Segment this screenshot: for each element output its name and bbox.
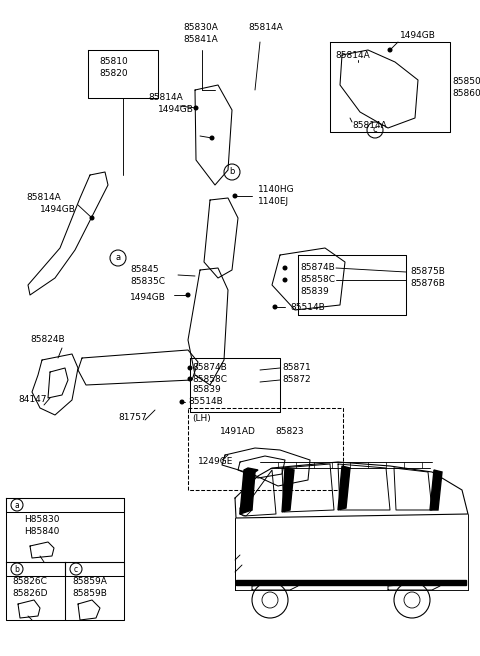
Text: 85841A: 85841A	[183, 35, 218, 45]
Circle shape	[283, 278, 287, 282]
Text: 85514B: 85514B	[290, 302, 325, 312]
Text: 85875B: 85875B	[410, 268, 445, 276]
Text: 85839: 85839	[300, 287, 329, 297]
Text: 85824B: 85824B	[30, 335, 65, 344]
Circle shape	[188, 366, 192, 370]
Bar	[188, 408, 343, 490]
Text: 85814A: 85814A	[248, 24, 283, 33]
Text: c: c	[372, 125, 377, 134]
Text: 85859A: 85859A	[72, 577, 107, 586]
Text: 85858C: 85858C	[300, 276, 335, 285]
Text: H85840: H85840	[24, 527, 60, 537]
Text: 85814A: 85814A	[26, 194, 61, 203]
Text: a: a	[14, 501, 19, 510]
Circle shape	[388, 48, 392, 52]
Text: 81757: 81757	[118, 413, 147, 422]
Text: 85874B: 85874B	[300, 264, 335, 272]
Text: 85850: 85850	[452, 77, 480, 87]
Circle shape	[90, 216, 94, 220]
Text: 85876B: 85876B	[410, 279, 445, 289]
Polygon shape	[240, 470, 255, 514]
Text: 1140EJ: 1140EJ	[258, 197, 289, 207]
Text: c: c	[74, 565, 78, 573]
Circle shape	[233, 194, 237, 198]
Polygon shape	[430, 470, 442, 510]
Text: 1491AD: 1491AD	[220, 428, 256, 436]
Text: H85830: H85830	[24, 516, 60, 525]
Text: 85814A: 85814A	[335, 51, 370, 60]
Text: 85823: 85823	[275, 428, 304, 436]
Text: 85858C: 85858C	[192, 375, 227, 384]
Text: 1494GB: 1494GB	[158, 106, 194, 115]
Text: 1140HG: 1140HG	[258, 186, 295, 194]
Polygon shape	[244, 468, 258, 472]
Text: 85859B: 85859B	[72, 590, 107, 598]
Text: 1494GB: 1494GB	[130, 293, 166, 302]
Text: 85814A: 85814A	[148, 94, 183, 102]
Circle shape	[188, 377, 192, 380]
Circle shape	[194, 106, 198, 110]
Text: b: b	[229, 167, 235, 176]
Text: 85814A: 85814A	[352, 121, 387, 131]
Text: 85839: 85839	[192, 386, 221, 394]
Polygon shape	[236, 580, 466, 585]
Text: 85826D: 85826D	[12, 590, 48, 598]
Text: a: a	[115, 253, 120, 262]
Circle shape	[283, 266, 287, 270]
Text: 85830A: 85830A	[183, 24, 218, 33]
Text: 85826C: 85826C	[12, 577, 47, 586]
Text: 85874B: 85874B	[192, 363, 227, 373]
Text: 1494GB: 1494GB	[40, 205, 76, 215]
Text: 1249GE: 1249GE	[198, 457, 233, 466]
Text: 85872: 85872	[282, 375, 311, 384]
Polygon shape	[282, 468, 294, 512]
Text: 85845: 85845	[130, 266, 158, 274]
Circle shape	[273, 305, 277, 309]
Text: 85871: 85871	[282, 363, 311, 373]
Circle shape	[210, 136, 214, 140]
Polygon shape	[338, 466, 350, 510]
Text: 84147: 84147	[18, 396, 47, 405]
Text: 85860: 85860	[452, 89, 480, 98]
Text: (LH): (LH)	[192, 413, 211, 422]
Text: 1494GB: 1494GB	[400, 31, 436, 41]
Text: 85835C: 85835C	[130, 277, 165, 287]
Text: 85820: 85820	[99, 70, 128, 79]
Circle shape	[180, 400, 184, 404]
Text: b: b	[14, 565, 19, 573]
Text: 85514B: 85514B	[188, 398, 223, 407]
Circle shape	[186, 293, 190, 297]
Text: 85810: 85810	[99, 58, 128, 66]
